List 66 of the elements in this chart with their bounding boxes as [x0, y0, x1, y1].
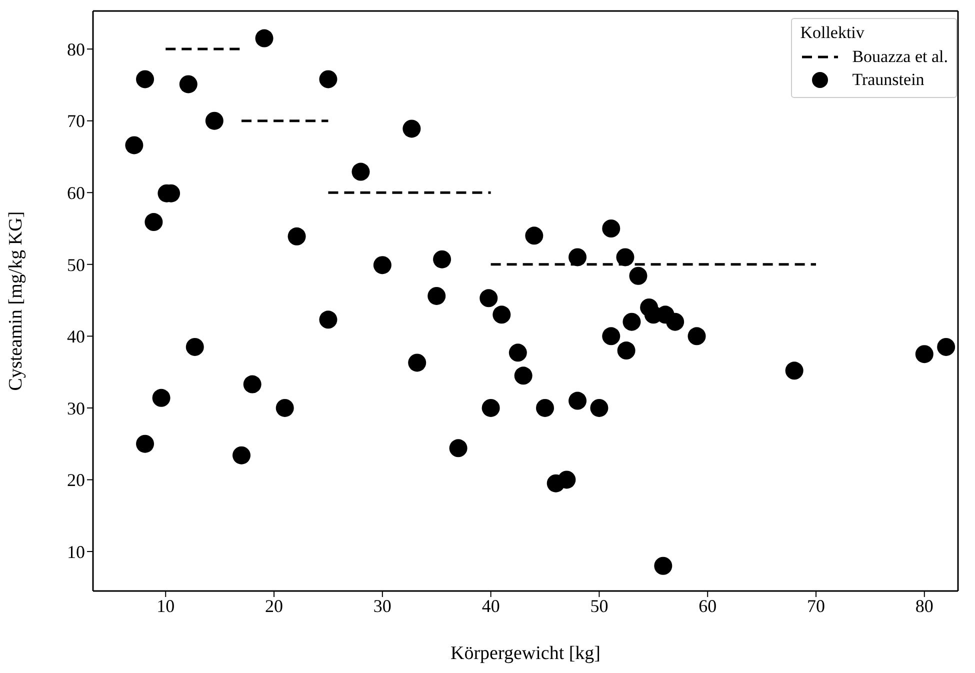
point [536, 398, 554, 417]
y-tick-label: 40 [67, 326, 85, 347]
point [602, 220, 620, 238]
point [617, 342, 636, 360]
legend-label: Traunstein [852, 70, 924, 90]
point [243, 375, 262, 394]
point [179, 75, 198, 94]
point [125, 136, 144, 154]
point [525, 226, 544, 245]
point [319, 310, 338, 329]
point [666, 312, 684, 331]
point [152, 388, 170, 407]
x-tick-label: 10 [156, 596, 175, 616]
point [514, 366, 532, 385]
point [402, 120, 421, 138]
point [654, 556, 672, 575]
y-axis-title: Cysteamin [mg/kg KG] [6, 211, 27, 391]
point [602, 327, 620, 346]
point [482, 398, 500, 417]
point [408, 354, 426, 372]
point [276, 398, 294, 417]
y-tick-label: 10 [67, 542, 85, 562]
legend-label: Bouazza et al. [852, 47, 948, 67]
point [568, 392, 587, 410]
point [568, 248, 587, 266]
point [937, 338, 956, 356]
point [492, 306, 511, 324]
point [255, 29, 274, 48]
point [136, 434, 154, 453]
x-tick-label: 50 [590, 596, 608, 616]
point [186, 338, 204, 356]
point [480, 289, 498, 308]
point [288, 227, 306, 246]
point [144, 213, 163, 232]
point [785, 362, 804, 380]
x-tick-label: 70 [807, 596, 825, 616]
y-tick-label: 70 [67, 111, 85, 132]
x-tick-label: 20 [265, 596, 284, 616]
point [205, 112, 224, 130]
x-tick-label: 40 [482, 596, 500, 616]
y-tick-label: 60 [67, 183, 85, 203]
point [616, 248, 634, 266]
point [622, 312, 641, 331]
point [558, 470, 576, 489]
point [428, 286, 446, 305]
y-tick-label: 80 [67, 39, 85, 60]
point [352, 162, 370, 181]
x-tick-label: 80 [915, 596, 934, 616]
point [319, 70, 338, 88]
y-tick-label: 30 [67, 398, 85, 418]
point [232, 446, 251, 464]
point [688, 327, 706, 346]
point [136, 70, 154, 88]
point [915, 345, 934, 364]
point [433, 250, 452, 268]
x-tick-label: 30 [373, 596, 392, 616]
y-tick-label: 20 [67, 470, 85, 490]
x-tick-label: 60 [698, 596, 717, 616]
point [629, 266, 648, 285]
x-axis-title: Körpergewicht [kg] [450, 643, 601, 664]
point [508, 344, 527, 362]
point [373, 256, 392, 274]
point [449, 439, 468, 458]
legend-title: Kollektiv [800, 23, 866, 43]
y-tick-label: 50 [67, 254, 85, 275]
point [590, 398, 608, 417]
